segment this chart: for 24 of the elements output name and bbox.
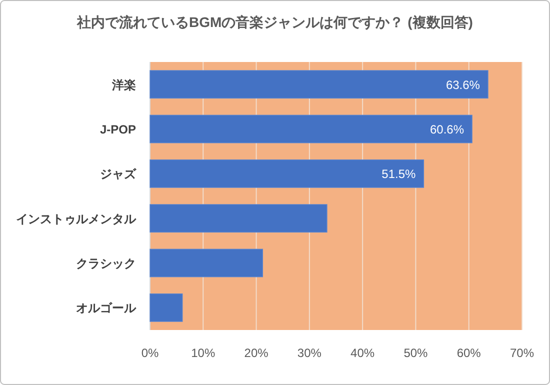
x-tick-label: 0% [141, 346, 159, 360]
bar [150, 204, 328, 233]
title: 社内で流れているBGMの音楽ジャンルは何ですか？ (複数回答) [77, 14, 473, 30]
bar [150, 70, 488, 99]
y-tick-label: 洋楽 [111, 78, 136, 92]
y-tick-label: J-POP [100, 122, 136, 136]
bar [150, 293, 183, 322]
y-tick-label: インストゥルメンタル [16, 212, 137, 226]
x-tick-label: 70% [510, 346, 534, 360]
bar [150, 248, 264, 278]
y-tick-label: ジャズ [100, 167, 137, 182]
x-tick-label: 50% [404, 346, 428, 360]
y-tick-label: オルゴール [76, 301, 137, 316]
bar [150, 159, 424, 188]
bar [150, 114, 472, 144]
x-tick-label: 40% [350, 346, 375, 360]
x-tick-label: 30% [297, 346, 322, 360]
data-label: 63.6% [446, 78, 480, 92]
x-tick-label: 60% [456, 346, 482, 360]
x-tick-label: 10% [191, 346, 216, 360]
x-tick-label: 20% [244, 346, 269, 360]
y-tick-label: クラシック [76, 256, 136, 270]
data-label: 51.5% [382, 167, 416, 182]
data-label: 60.6% [430, 122, 464, 136]
